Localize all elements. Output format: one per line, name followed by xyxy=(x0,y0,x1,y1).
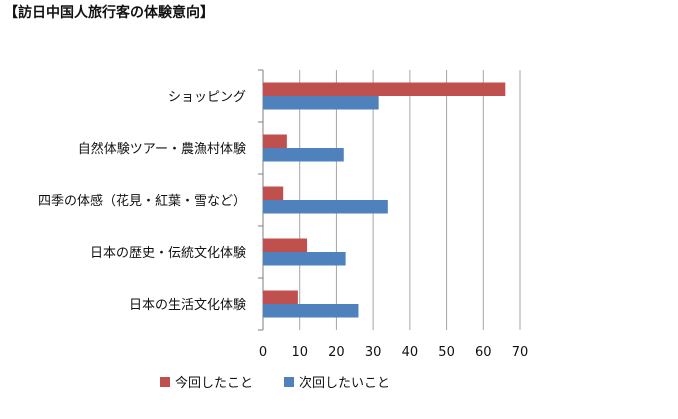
legend-label-1: 次回したいこと xyxy=(299,375,390,391)
legend-label-0: 今回したこと xyxy=(175,375,253,391)
category-label-1: 自然体験ツアー・農漁村体験 xyxy=(78,141,246,157)
bar-next-0 xyxy=(263,96,379,110)
bar-next-4 xyxy=(263,304,359,318)
legend-swatch-1 xyxy=(284,377,294,387)
x-tick-label-6: 60 xyxy=(475,345,492,360)
x-tick-label-3: 30 xyxy=(365,345,382,360)
x-tick-label-0: 0 xyxy=(259,345,267,360)
category-label-4: 日本の生活文化体験 xyxy=(129,298,246,313)
page-title: 【訪日中国人旅行客の体験意向】 xyxy=(4,5,214,21)
bar-current-2 xyxy=(263,186,284,200)
bar-current-4 xyxy=(263,290,298,304)
category-label-2: 四季の体感（花見・紅葉・雪など） xyxy=(38,193,246,209)
legend-swatch-0 xyxy=(160,377,170,387)
bar-current-1 xyxy=(263,134,287,148)
bar-next-3 xyxy=(263,252,346,266)
x-tick-label-5: 50 xyxy=(438,345,455,360)
bar-current-3 xyxy=(263,238,308,252)
bar-next-1 xyxy=(263,148,344,162)
category-label-0: ショッピング xyxy=(168,90,246,105)
x-tick-label-2: 20 xyxy=(328,345,345,360)
x-tick-label-4: 40 xyxy=(402,345,419,360)
bar-current-0 xyxy=(263,82,506,96)
x-tick-label-1: 10 xyxy=(291,345,308,360)
bar-next-2 xyxy=(263,200,388,214)
category-label-3: 日本の歴史・伝統文化体験 xyxy=(90,246,246,261)
x-tick-label-7: 70 xyxy=(512,345,529,360)
